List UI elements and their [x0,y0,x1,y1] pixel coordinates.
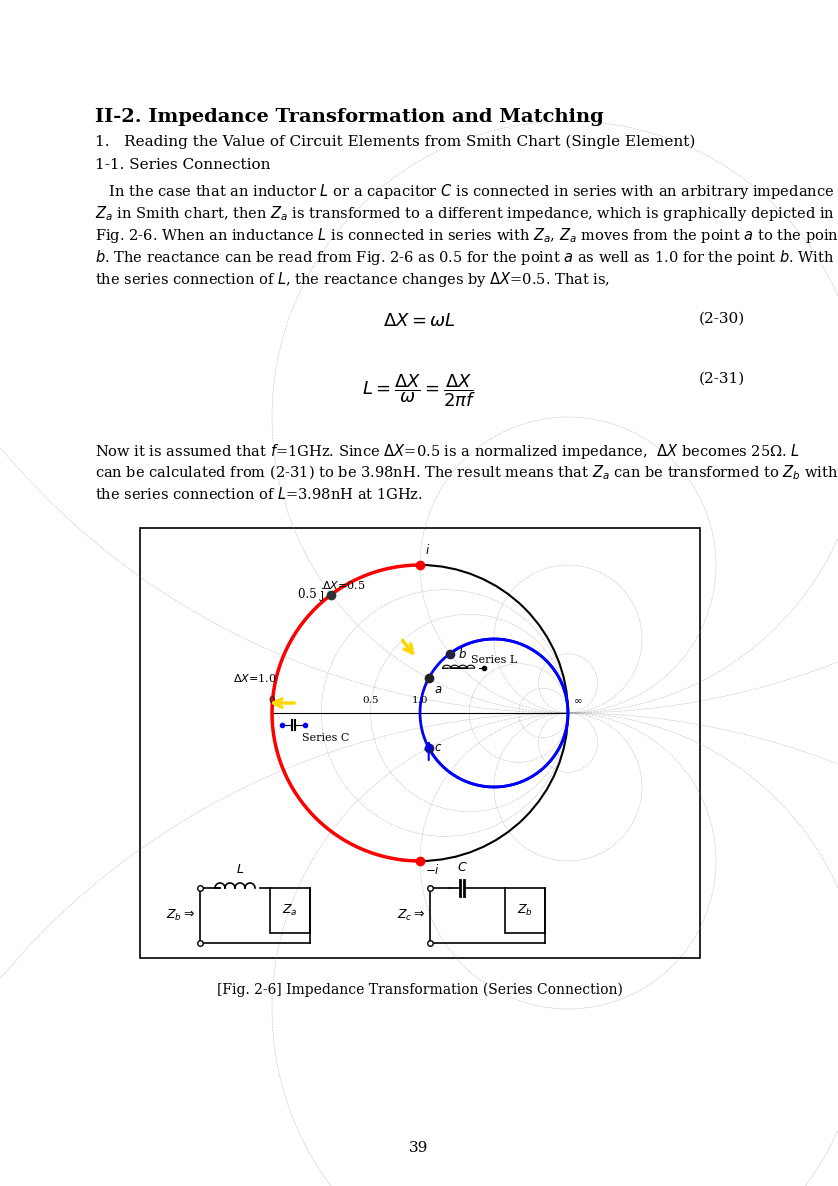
Text: $i$: $i$ [425,543,430,557]
Bar [270,888,310,933]
Text: $\Delta X$=0.5: $\Delta X$=0.5 [322,579,365,591]
Text: $Z_a$ in Smith chart, then $Z_a$ is transformed to a different impedance, which : $Z_a$ in Smith chart, then $Z_a$ is tran… [95,204,835,223]
Text: 39: 39 [409,1141,429,1155]
Text: [Fig. 2-6] Impedance Transformation (Series Connection): [Fig. 2-6] Impedance Transformation (Ser… [217,983,623,997]
Bar [505,888,545,933]
Text: $\Delta X = \omega L$: $\Delta X = \omega L$ [383,312,455,330]
Text: $c$: $c$ [434,741,442,754]
Text: $Z_c\Rightarrow$: $Z_c\Rightarrow$ [396,907,425,923]
Text: Now it is assumed that $f$=1GHz. Since $\Delta X$=0.5 is a normalized impedance,: Now it is assumed that $f$=1GHz. Since $… [95,442,800,461]
Text: 1-1. Series Connection: 1-1. Series Connection [95,158,271,172]
Text: In the case that an inductor $L$ or a capacitor $C$ is connected in series with : In the case that an inductor $L$ or a ca… [95,181,835,200]
Text: $b$. The reactance can be read from Fig. 2-6 as 0.5 for the point $a$ as well as: $b$. The reactance can be read from Fig.… [95,248,835,267]
Text: $\Delta X$=1.0: $\Delta X$=1.0 [234,672,277,684]
Text: $a$: $a$ [434,683,442,696]
Text: 1.0: 1.0 [411,696,428,704]
Text: 0: 0 [269,696,276,704]
Text: $Z_b\Rightarrow$: $Z_b\Rightarrow$ [166,907,195,923]
Text: 0.5: 0.5 [362,696,379,704]
Text: (2-31): (2-31) [699,372,745,385]
Text: $L$: $L$ [235,863,244,876]
FancyBboxPatch shape [140,528,700,958]
Text: $C$: $C$ [457,861,468,874]
Text: (2-30): (2-30) [699,312,745,326]
Text: Fig. 2-6. When an inductance $L$ is connected in series with $Z_a$, $Z_a$ moves : Fig. 2-6. When an inductance $L$ is conn… [95,227,838,246]
Text: II-2. Impedance Transformation and Matching: II-2. Impedance Transformation and Match… [95,108,603,126]
Text: the series connection of $L$=3.98nH at 1GHz.: the series connection of $L$=3.98nH at 1… [95,486,423,502]
Text: $Z_b$: $Z_b$ [517,903,533,918]
Text: 1.   Reading the Value of Circuit Elements from Smith Chart (Single Element): 1. Reading the Value of Circuit Elements… [95,135,696,149]
Text: $L = \dfrac{\Delta X}{\omega} = \dfrac{\Delta X}{2\pi f}$: $L = \dfrac{\Delta X}{\omega} = \dfrac{\… [362,372,476,409]
Text: 0.5 j: 0.5 j [297,588,323,601]
Text: $b$: $b$ [458,646,467,661]
Text: $-i$: $-i$ [425,863,440,876]
Text: Series C: Series C [302,733,349,742]
Text: can be calculated from (2-31) to be 3.98nH. The result means that $Z_a$ can be t: can be calculated from (2-31) to be 3.98… [95,464,838,483]
Text: $Z_a$: $Z_a$ [282,903,297,918]
Text: the series connection of $L$, the reactance changes by $\Delta X$=0.5. That is,: the series connection of $L$, the reacta… [95,270,610,289]
Text: Series L: Series L [471,655,517,665]
Text: $\infty$: $\infty$ [573,696,582,704]
